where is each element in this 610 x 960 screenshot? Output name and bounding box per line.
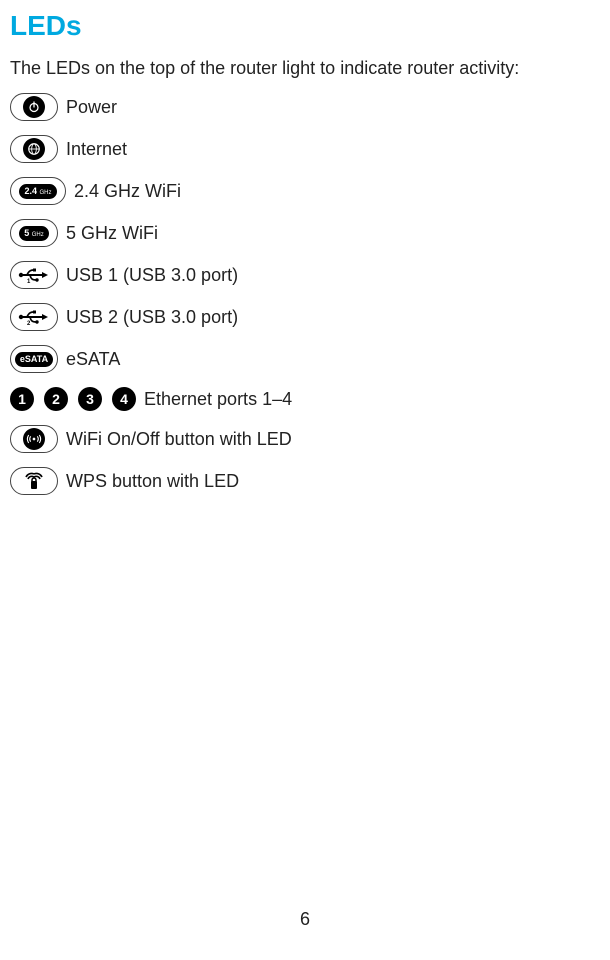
wifi5-label: 5 GHz WiFi (66, 223, 158, 244)
led-row-esata: eSATA eSATA (10, 345, 610, 373)
power-icon (23, 96, 45, 118)
led-row-wifi5: 5 GHz 5 GHz WiFi (10, 219, 610, 247)
eth-3-icon: 3 (78, 387, 102, 411)
wifionoff-pill (10, 425, 58, 453)
svg-text:2: 2 (27, 321, 31, 326)
usb1-label: USB 1 (USB 3.0 port) (66, 265, 238, 286)
wps-icon (21, 471, 47, 491)
svg-text:1: 1 (27, 279, 31, 284)
led-row-wifi24: 2.4 GHz 2.4 GHz WiFi (10, 177, 610, 205)
wifi5-pill: 5 GHz (10, 219, 58, 247)
esata-pill: eSATA (10, 345, 58, 373)
usb1-pill: 1 (10, 261, 58, 289)
wifi24-label: 2.4 GHz WiFi (74, 181, 181, 202)
wifi5-badge: 5 GHz (19, 226, 49, 241)
led-row-ethernet: 1 2 3 4 Ethernet ports 1–4 (10, 387, 610, 411)
wifi24-pill: 2.4 GHz (10, 177, 66, 205)
eth-1-icon: 1 (10, 387, 34, 411)
internet-pill (10, 135, 58, 163)
wifi24-num: 2.4 (24, 186, 37, 196)
esata-badge: eSATA (15, 352, 53, 367)
wps-pill (10, 467, 58, 495)
wifi5-num: 5 (24, 228, 29, 238)
led-row-power: Power (10, 93, 610, 121)
globe-icon (23, 138, 45, 160)
power-pill (10, 93, 58, 121)
wifi24-badge: 2.4 GHz (19, 184, 56, 199)
led-row-wifionoff: WiFi On/Off button with LED (10, 425, 610, 453)
usb1-icon: 1 (17, 266, 51, 284)
eth-2-icon: 2 (44, 387, 68, 411)
ethernet-group: 1 2 3 4 (10, 387, 136, 411)
internet-label: Internet (66, 139, 127, 160)
wifi5-unit: GHz (32, 232, 44, 238)
wps-label: WPS button with LED (66, 471, 239, 492)
led-row-wps: WPS button with LED (10, 467, 610, 495)
wifionoff-label: WiFi On/Off button with LED (66, 429, 292, 450)
led-row-usb1: 1 USB 1 (USB 3.0 port) (10, 261, 610, 289)
eth-4-icon: 4 (112, 387, 136, 411)
led-row-internet: Internet (10, 135, 610, 163)
wifi24-unit: GHz (40, 190, 52, 196)
intro-text: The LEDs on the top of the router light … (10, 58, 610, 79)
led-row-usb2: 2 USB 2 (USB 3.0 port) (10, 303, 610, 331)
usb2-label: USB 2 (USB 3.0 port) (66, 307, 238, 328)
usb2-pill: 2 (10, 303, 58, 331)
usb2-icon: 2 (17, 308, 51, 326)
ethernet-label: Ethernet ports 1–4 (144, 389, 292, 410)
section-heading: LEDs (10, 10, 610, 42)
power-label: Power (66, 97, 117, 118)
wifi-radio-icon (23, 428, 45, 450)
esata-label: eSATA (66, 349, 120, 370)
page-number: 6 (0, 909, 610, 930)
